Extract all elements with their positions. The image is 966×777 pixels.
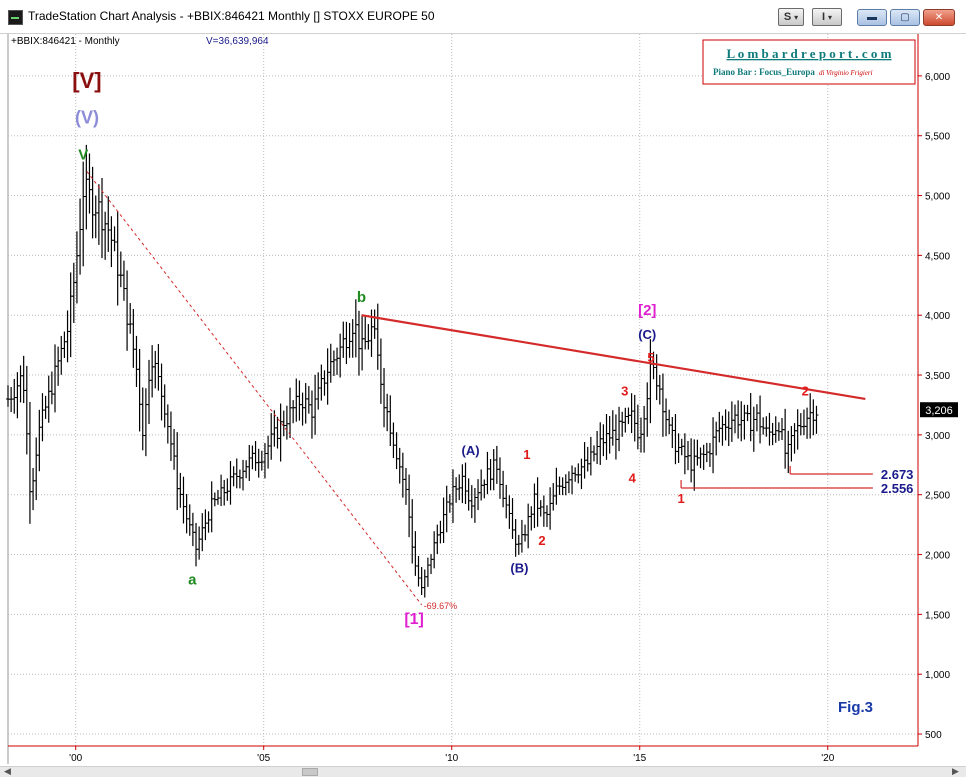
- current-value-badge: 3,206: [920, 402, 958, 418]
- y-tick-label: 2,500: [925, 491, 950, 502]
- symbol-s-button[interactable]: S ▾: [778, 8, 804, 26]
- x-axis-ticks: '00 '05 '10 '15 '20: [69, 746, 835, 764]
- y-tick-label: 3,500: [925, 371, 950, 382]
- wave-label: [V]: [72, 68, 101, 93]
- support-level-label: 2.556: [881, 481, 914, 496]
- wave-label: b: [357, 289, 366, 306]
- window-titlebar: TradeStation Chart Analysis - +BBIX:8464…: [0, 0, 966, 34]
- wave-label: 2: [538, 533, 545, 548]
- scroll-right-icon[interactable]: ▶: [952, 766, 959, 776]
- wave-label: (C): [638, 327, 656, 342]
- scroll-left-icon[interactable]: ◀: [4, 766, 11, 776]
- x-tick-label: '15: [633, 753, 646, 764]
- price-bars: [6, 144, 819, 598]
- minimize-icon: ▬: [867, 12, 877, 23]
- window-title: TradeStation Chart Analysis - +BBIX:8464…: [28, 9, 435, 23]
- y-tick-label: 1,000: [925, 670, 950, 681]
- wave-label: [1]: [404, 611, 424, 628]
- logo-subtitle-bold: Piano Bar : Focus_Europa: [713, 67, 815, 77]
- wave-label: [2]: [638, 302, 656, 319]
- y-tick-label: 5,000: [925, 192, 950, 203]
- close-icon: ✕: [934, 12, 944, 23]
- x-tick-label: '10: [445, 753, 458, 764]
- y-axis-ticks: 500 1,000 1,500 2,000 2,500 3,000 3,500 4,000 4,…: [918, 72, 950, 741]
- logo-subtitle-author: di Virginio Frigieri: [819, 69, 873, 77]
- wave-label: a: [188, 571, 197, 588]
- x-tick-label: '05: [257, 753, 270, 764]
- logo-subtitle: Piano Bar : Focus_Europa di Virginio Frig…: [713, 67, 873, 77]
- y-tick-label: 1,500: [925, 610, 950, 621]
- wave-labels: [V] (V) Va b [1] (A) (B) 1 2 3 4 [2] (C) 5 1 2: [72, 68, 809, 628]
- y-tick-label: 2,000: [925, 551, 950, 562]
- wave-label: 3: [621, 383, 628, 398]
- wave-label: (A): [461, 443, 479, 458]
- x-tick-label: '20: [821, 753, 834, 764]
- volume-label: V=36,639,964: [206, 36, 269, 47]
- wave-label: V: [78, 147, 88, 164]
- wave-label: 1: [523, 447, 530, 462]
- dropdown-arrow-icon: ▾: [828, 13, 833, 22]
- support-level-label: 2.673: [881, 467, 914, 482]
- wave-label: 2: [802, 383, 809, 398]
- insert-i-label: I: [821, 11, 826, 23]
- y-tick-label: 4,500: [925, 251, 950, 262]
- symbol-s-label: S: [783, 11, 792, 23]
- wave-label: 5: [647, 350, 654, 365]
- logo-frame: [702, 39, 916, 85]
- current-value-box: [920, 402, 958, 418]
- y-tick-label: 4,000: [925, 311, 950, 322]
- restore-icon: ▢: [900, 12, 910, 23]
- decline-line: [86, 171, 423, 606]
- lombardreport-logo: L o m b a r d r e p o r t . c o m Piano …: [702, 39, 916, 85]
- dropdown-arrow-icon: ▾: [794, 13, 799, 22]
- wave-label: (V): [75, 108, 99, 128]
- y-tick-label: 5,500: [925, 132, 950, 143]
- wave-label: 1: [677, 491, 684, 506]
- close-button[interactable]: ✕: [923, 9, 955, 26]
- wave-label: (B): [510, 560, 528, 575]
- y-tick-label: 3,000: [925, 431, 950, 442]
- y-tick-label: 500: [925, 730, 942, 741]
- chart-background: [0, 34, 966, 766]
- current-value-text: 3,206: [925, 405, 953, 417]
- logo-brand: L o m b a r d r e p o r t . c o m: [726, 46, 891, 61]
- decline-percent-label: -69.67%: [424, 601, 458, 611]
- symbol-label: +BBIX:846421 - Monthly: [11, 36, 120, 47]
- app-chart-icon: [8, 10, 23, 25]
- scroll-thumb[interactable]: [302, 768, 318, 776]
- insert-i-button[interactable]: I ▾: [812, 8, 842, 26]
- wave-label: 4: [629, 471, 637, 486]
- resistance-trendline: [361, 314, 866, 401]
- horizontal-scrollbar[interactable]: ◀ ▶: [0, 766, 966, 777]
- x-tick-label: '00: [69, 753, 82, 764]
- y-tick-label: 6,000: [925, 72, 950, 83]
- restore-button[interactable]: ▢: [890, 9, 920, 26]
- minimize-button[interactable]: ▬: [857, 9, 887, 26]
- figure-label: Fig.3: [838, 699, 873, 716]
